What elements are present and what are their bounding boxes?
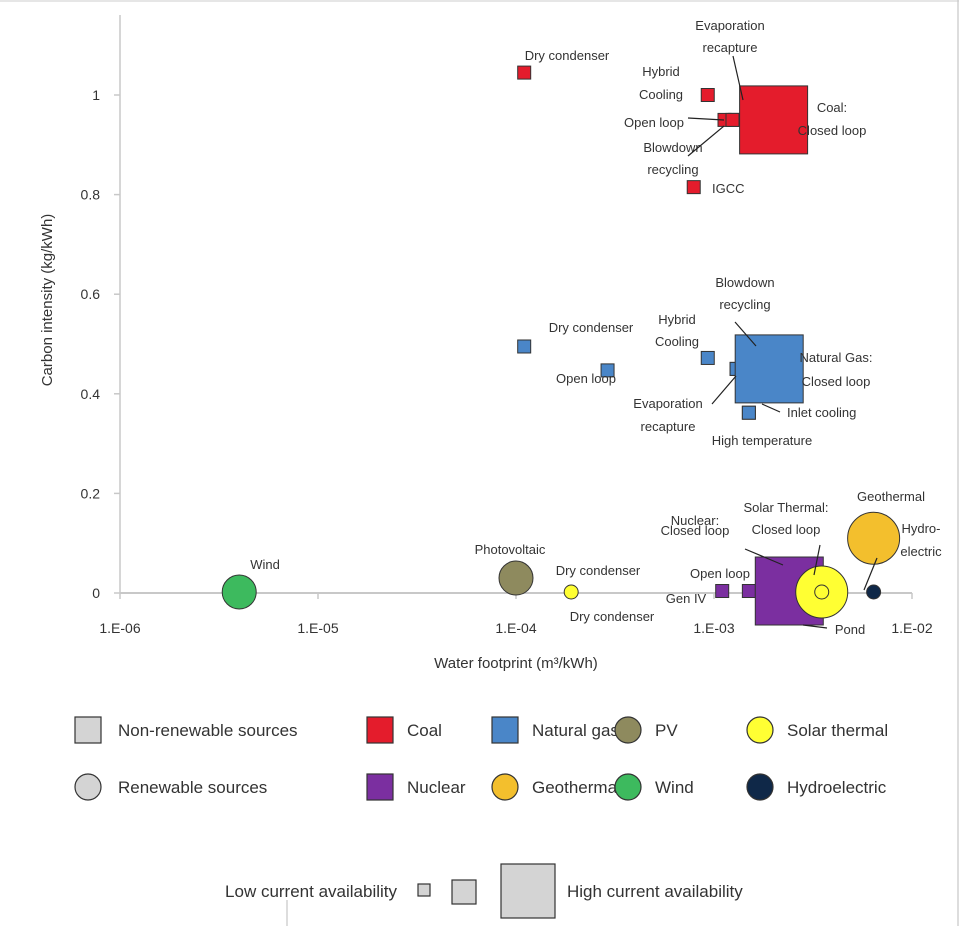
legend-label-geothermal: Geothermal (532, 778, 621, 797)
annotation-coal-evaporation-recapture: Evaporation recapture (695, 18, 764, 55)
leader-line (761, 403, 781, 413)
annotation-solar-thermal-solar-thermal-closed-loop: Solar Thermal: Closed loop (743, 500, 828, 537)
x-tick-label: 1.E-05 (297, 620, 338, 636)
legend-label-pv: PV (655, 721, 678, 740)
geothermal-geothermal-marker (847, 511, 901, 565)
natural-gas-hybrid-cooling-marker (700, 350, 715, 365)
legend-high-availability-label: High current availability (567, 882, 743, 901)
y-tick-label: 0.2 (81, 485, 101, 501)
legend-availability-box-1 (417, 883, 431, 897)
coal-coal-closed-loop-marker (739, 85, 809, 155)
leader-line (732, 55, 744, 101)
solar-thermal-pond-marker (814, 584, 830, 600)
pv-photovoltaic-marker (498, 560, 534, 596)
x-tick-label: 1.E-06 (99, 620, 140, 636)
legend-swatch-geothermal (491, 773, 519, 801)
leader-line (802, 624, 828, 629)
legend-label-renewable-sources: Renewable sources (118, 778, 267, 797)
y-tick-label: 0.4 (81, 386, 101, 402)
annotation-coal-dry-condenser: Dry condenser (525, 48, 610, 63)
natural-gas-high-temperature-marker (741, 405, 756, 420)
natural-gas-open-loop-marker (600, 363, 615, 378)
annotation-natural-gas-high-temperature: High temperature (712, 433, 812, 448)
annotation-nuclear-open-loop: Open loop (690, 566, 750, 581)
y-tick-label: 0.6 (81, 286, 101, 302)
annotation-wind-wind: Wind (250, 557, 280, 572)
leader-line (687, 125, 725, 157)
annotation-solar-thermal-dry-condenser: Dry condenser (556, 563, 641, 578)
legend-swatch-wind (614, 773, 642, 801)
y-tick-label: 0.8 (81, 187, 101, 203)
annotation-geothermal-geothermal: Geothermal (857, 489, 925, 504)
leader-line (734, 321, 757, 347)
y-tick-label: 0 (92, 585, 100, 601)
legend-swatch-pv (614, 716, 642, 744)
annotation-natural-gas-evaporation-recapture: Evaporation recapture (633, 396, 702, 434)
hydroelectric-hydro-electric-marker (866, 584, 882, 600)
y-axis-title: Carbon intensity (kg/kWh) (39, 214, 56, 387)
wind-wind-marker (221, 574, 257, 610)
annotation-natural-gas-inlet-cooling: Inlet cooling (787, 405, 856, 420)
x-tick-label: 1.E-04 (495, 620, 536, 636)
annotation-natural-gas-dry-condenser: Dry condenser (549, 320, 634, 335)
legend-square-swatch (74, 716, 102, 744)
annotation-pv-photovoltaic: Photovoltaic (475, 542, 546, 557)
nuclear-open-loop-marker (715, 584, 730, 599)
data-marks (221, 65, 901, 626)
leader-line (711, 375, 737, 405)
annotation-coal-igcc: IGCC (712, 181, 745, 196)
legend-swatch-coal (366, 716, 394, 744)
coal-blowdown-recycling-marker (725, 112, 740, 127)
x-tick-label: 1.E-02 (891, 620, 932, 636)
coal-igcc-marker (686, 180, 701, 195)
annotation-coal-open-loop: Open loop (624, 115, 684, 130)
annotation-hydroelectric-hydro-electric: Hydro-electric (900, 521, 942, 559)
annotation-coal-blowdown-recycling: Blowdown recycling (643, 140, 702, 177)
legend-label-solar-thermal: Solar thermal (787, 721, 888, 740)
legend-swatch-natural-gas (491, 716, 519, 744)
legend-low-availability-label: Low current availability (225, 882, 397, 901)
legend-swatch-solar-thermal (746, 716, 774, 744)
legend-label-wind: Wind (655, 778, 694, 797)
legend-label-natural-gas: Natural gas (532, 721, 619, 740)
leader-line (744, 548, 784, 566)
coal-dry-condenser-marker (517, 65, 532, 80)
leader-line (863, 557, 878, 591)
legend-circle-swatch (74, 773, 102, 801)
annotation-solar-thermal-dry-condenser: Dry condenser (570, 609, 655, 624)
annotation-nuclear-gen-iv: Gen IV (666, 591, 707, 606)
annotation-nuclear-nuclear-closed-loop: Nuclear: Closed loop (661, 513, 730, 538)
legend-label-nuclear: Nuclear (407, 778, 466, 797)
annotation-natural-gas-natural-gas-closed-loop: Natural Gas: Closed loop (800, 350, 873, 389)
leader-line (813, 544, 821, 576)
coal-hybrid-cooling-marker (700, 88, 715, 102)
x-axis-title: Water footprint (m³/kWh) (434, 655, 598, 672)
axis-ticks: 1.E-06 1.E-05 1.E-04 1.E-03 1.E-02 0 0.2 0.4 0.6… (81, 87, 933, 636)
natural-gas-natural-gas-closed-loop-marker (734, 334, 804, 404)
leader-line (687, 117, 725, 121)
point-labels: Dry condenser Evaporation recapture Hybrid C… (250, 18, 942, 637)
annotation-solar-thermal-pond: Pond (835, 622, 865, 637)
annotation-natural-gas-hybrid-cooling: Hybrid Cooling (655, 312, 699, 349)
annotation-coal-coal-closed-loop: Coal: Closed loop (798, 100, 867, 138)
legend-swatch-nuclear (366, 773, 394, 801)
natural-gas-dry-condenser-marker (517, 339, 532, 354)
x-tick-label: 1.E-03 (693, 620, 734, 636)
annotation-coal-hybrid-cooling: Hybrid Cooling (639, 64, 683, 102)
legend-availability-box-2 (451, 879, 477, 905)
legend-label-hydroelectric: Hydroelectric (787, 778, 887, 797)
solar-thermal-dry-condenser-marker (563, 584, 579, 600)
annotation-natural-gas-open-loop: Open loop (556, 371, 616, 386)
legend-swatch-hydroelectric (746, 773, 774, 801)
y-tick-label: 1 (92, 87, 100, 103)
nuclear-gen-iv-marker (741, 584, 756, 599)
legend-availability-box-3 (500, 863, 556, 919)
legend-label-non-renewable-sources: Non-renewable sources (118, 721, 298, 740)
annotation-natural-gas-blowdown-recycling: Blowdown recycling (715, 275, 774, 312)
legend-label-coal: Coal (407, 721, 442, 740)
